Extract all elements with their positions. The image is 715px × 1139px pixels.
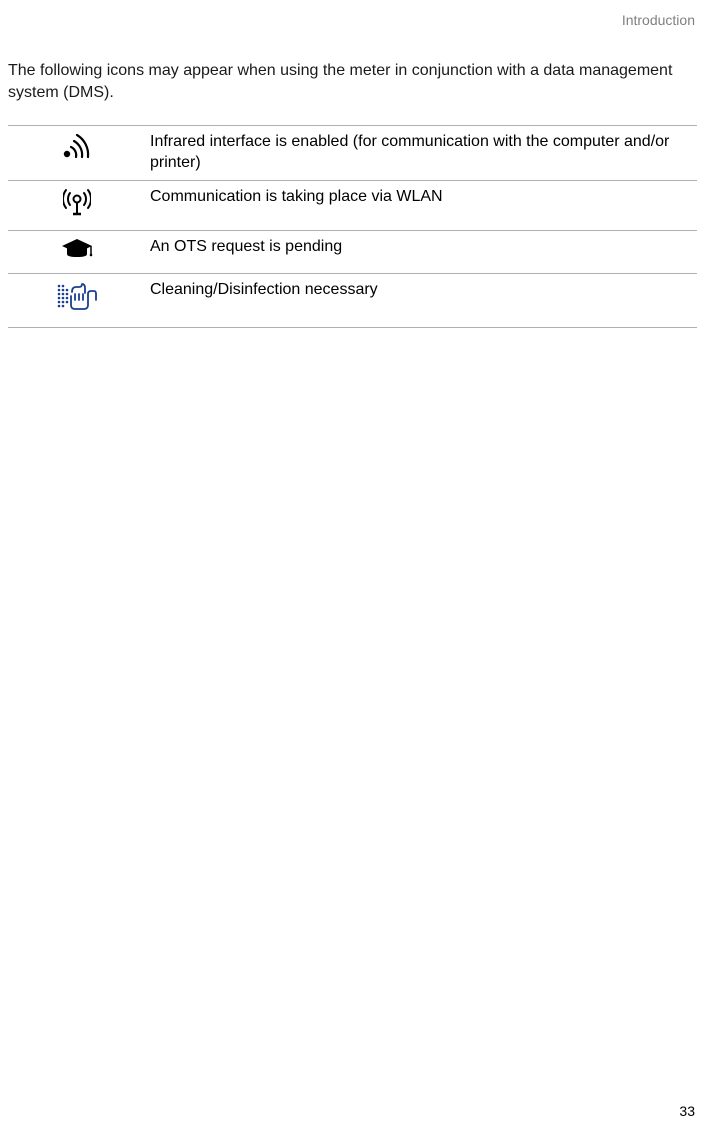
icon-cell <box>8 180 146 230</box>
description-cell: Communication is taking place via WLAN <box>146 180 697 230</box>
cleaning-icon <box>56 280 98 321</box>
icon-cell <box>8 274 146 328</box>
description-cell: Cleaning/Disinfection necessary <box>146 274 697 328</box>
description-cell: Infrared interface is enabled (for commu… <box>146 126 697 181</box>
description-cell: An OTS request is pending <box>146 230 697 274</box>
infrared-icon <box>62 132 92 167</box>
wlan-icon <box>63 187 91 224</box>
intro-paragraph: The following icons may appear when usin… <box>8 60 697 103</box>
ots-icon <box>60 237 94 268</box>
page-header: Introduction <box>8 12 697 28</box>
table-row: Cleaning/Disinfection necessary <box>8 274 697 328</box>
icon-cell <box>8 230 146 274</box>
table-row: Infrared interface is enabled (for commu… <box>8 126 697 181</box>
section-title: Introduction <box>622 12 695 28</box>
table-row: An OTS request is pending <box>8 230 697 274</box>
icon-cell <box>8 126 146 181</box>
icon-description-table: Infrared interface is enabled (for commu… <box>8 125 697 328</box>
table-row: Communication is taking place via WLAN <box>8 180 697 230</box>
page-number: 33 <box>679 1103 695 1119</box>
